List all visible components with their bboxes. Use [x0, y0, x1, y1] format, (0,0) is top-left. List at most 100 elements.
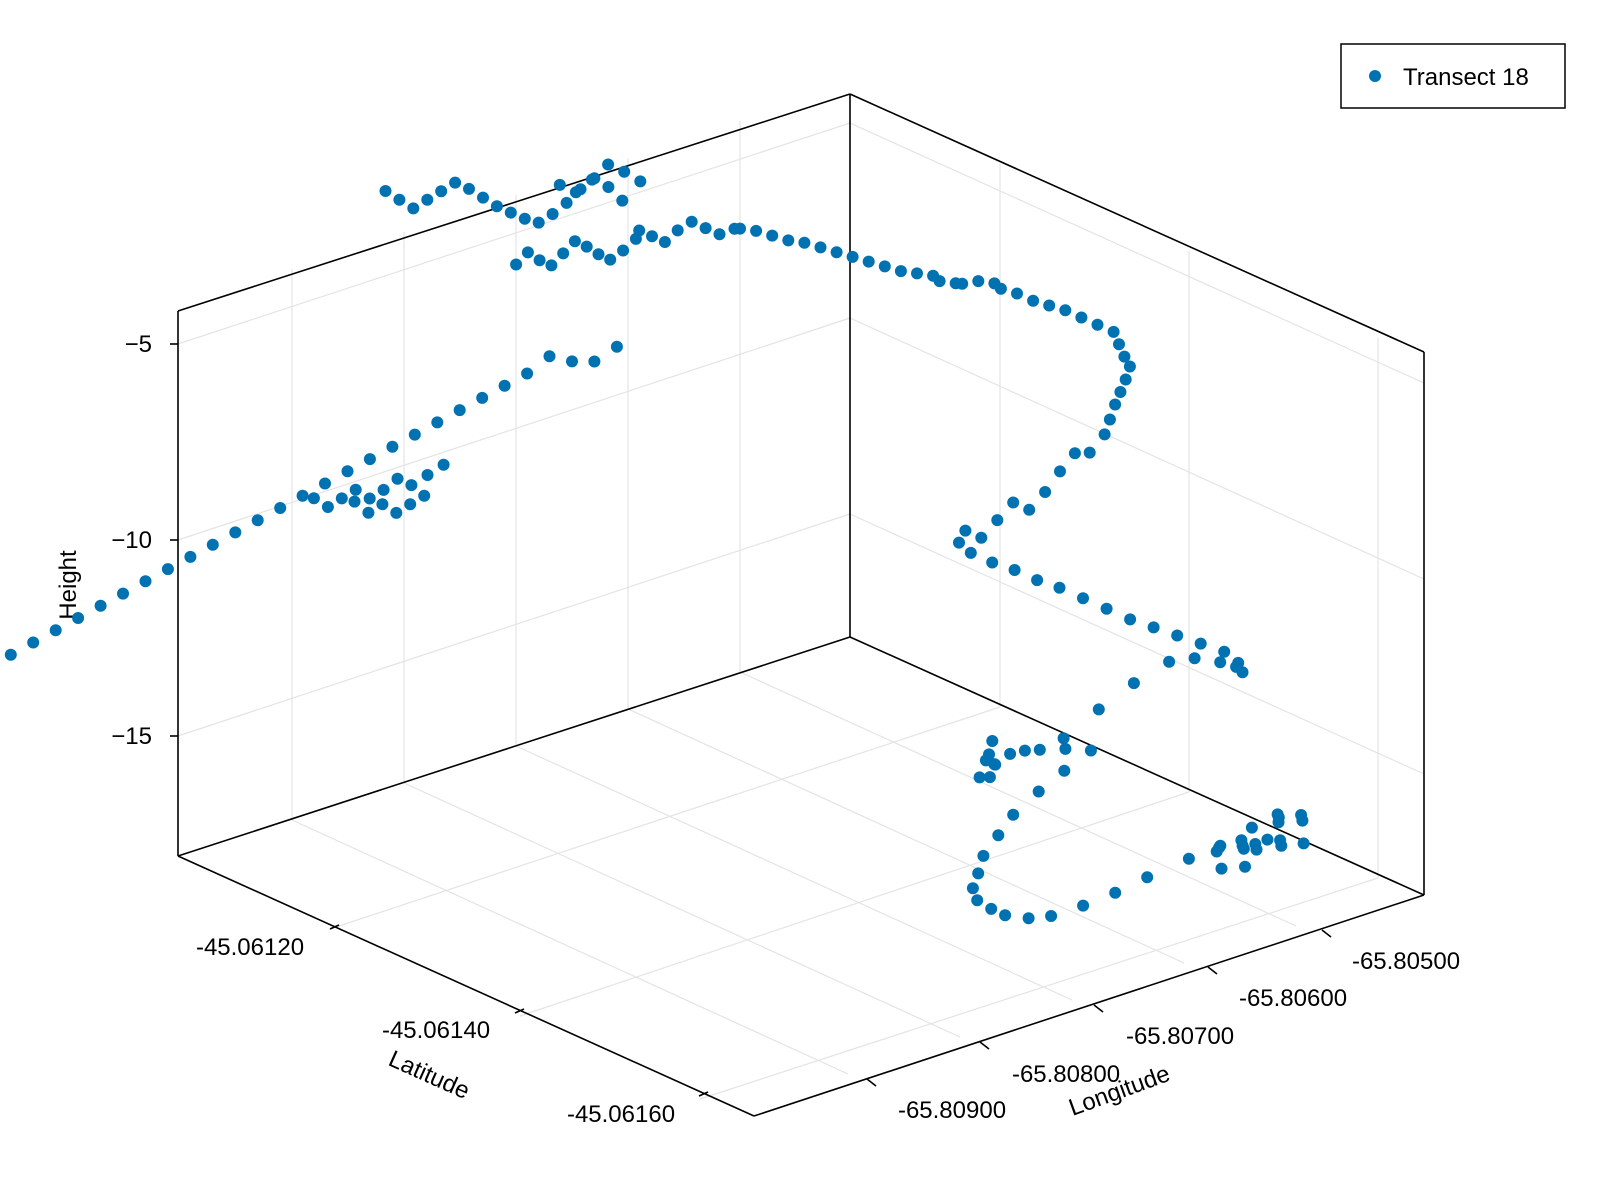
grid-line-floor-x-b	[519, 791, 1190, 1017]
data-point	[953, 536, 965, 549]
frame-latitude-axis	[177, 855, 755, 1117]
data-point	[560, 196, 573, 209]
data-point	[602, 158, 615, 171]
data-point	[894, 265, 907, 278]
data-point	[1236, 666, 1249, 679]
x-tick-label: -65.80900	[898, 1097, 1006, 1124]
data-point	[798, 236, 811, 249]
x-tick-mark	[1207, 966, 1218, 975]
data-point	[557, 247, 570, 260]
data-point	[543, 350, 556, 363]
data-point	[348, 495, 361, 508]
data-point	[321, 501, 334, 513]
axis-frame	[177, 93, 1425, 1117]
data-point	[685, 215, 698, 228]
data-point	[1141, 871, 1154, 884]
data-point	[546, 208, 559, 220]
data-point	[1091, 318, 1104, 331]
data-point	[251, 514, 264, 527]
data-point	[1118, 350, 1131, 363]
data-point	[1022, 912, 1035, 925]
data-point	[405, 479, 418, 492]
data-point	[1032, 785, 1045, 798]
data-point	[184, 550, 197, 563]
data-point	[1214, 656, 1227, 669]
grid-line-floor-x-c	[699, 877, 1379, 1100]
z-axis-label: Height	[55, 550, 82, 620]
data-point	[407, 202, 420, 215]
legend-marker	[1369, 70, 1381, 82]
data-point	[1057, 732, 1070, 745]
data-point	[363, 453, 376, 466]
data-point	[750, 224, 763, 237]
data-point	[1215, 862, 1228, 875]
data-point	[1092, 703, 1105, 716]
data-point	[1239, 860, 1251, 873]
data-point	[1059, 304, 1072, 317]
z-tick-label: −10	[111, 527, 152, 554]
y-tick-label: -45.06160	[567, 1101, 675, 1128]
data-point	[580, 240, 593, 253]
data-point	[476, 391, 489, 404]
z-tick-label: −5	[125, 331, 152, 358]
data-point	[341, 465, 354, 478]
data-point	[1245, 821, 1258, 834]
data-point	[1194, 637, 1207, 650]
data-point	[588, 355, 601, 368]
data-point	[986, 556, 999, 569]
data-point	[498, 379, 511, 392]
data-point	[766, 229, 779, 242]
data-point	[490, 200, 503, 213]
data-point	[72, 612, 85, 624]
data-point	[1109, 886, 1122, 899]
data-point	[1232, 656, 1245, 669]
data-point	[830, 246, 843, 259]
frame-center-floor-left	[177, 636, 851, 857]
grid-line-floor-x-a	[329, 706, 1001, 930]
data-point	[335, 492, 348, 505]
data-point	[949, 277, 962, 290]
x-tick-mark	[866, 1078, 877, 1087]
data-point	[618, 165, 631, 178]
data-point	[1296, 814, 1309, 827]
data-point	[4, 648, 17, 661]
data-point	[977, 849, 990, 862]
grid-line-floor-y-d	[627, 708, 1185, 964]
frame-top-left-edge	[177, 93, 851, 312]
x-tick-label: -65.80500	[1352, 948, 1460, 975]
data-point	[1008, 564, 1021, 576]
scatter-points	[4, 158, 1310, 925]
data-point	[846, 250, 859, 263]
data-point	[1054, 465, 1066, 478]
data-point	[566, 355, 578, 368]
data-point	[986, 735, 999, 747]
data-point	[437, 458, 450, 471]
data-point	[1023, 503, 1036, 516]
data-point	[972, 275, 985, 288]
data-point	[404, 498, 417, 511]
data-point	[699, 222, 712, 235]
x-tick-mark	[1093, 1004, 1104, 1013]
data-point	[518, 212, 531, 225]
data-point	[1123, 360, 1136, 373]
data-point	[911, 267, 923, 280]
data-point	[206, 538, 219, 551]
data-point	[1237, 842, 1250, 855]
data-point	[379, 185, 392, 197]
data-point	[139, 575, 152, 588]
data-point	[421, 193, 434, 206]
data-point	[569, 186, 582, 199]
data-point	[533, 254, 546, 267]
frame-longitude-axis	[753, 894, 1425, 1117]
data-point	[1084, 744, 1097, 757]
data-point	[553, 178, 566, 191]
grid-floor	[291, 671, 1379, 1100]
y-tick-label: -45.06120	[196, 934, 304, 961]
data-point	[999, 909, 1012, 922]
data-point	[1007, 808, 1020, 821]
data-point	[386, 440, 399, 453]
data-point	[1107, 325, 1120, 338]
frame-top-right-edge	[849, 93, 1425, 353]
data-point	[973, 771, 986, 784]
